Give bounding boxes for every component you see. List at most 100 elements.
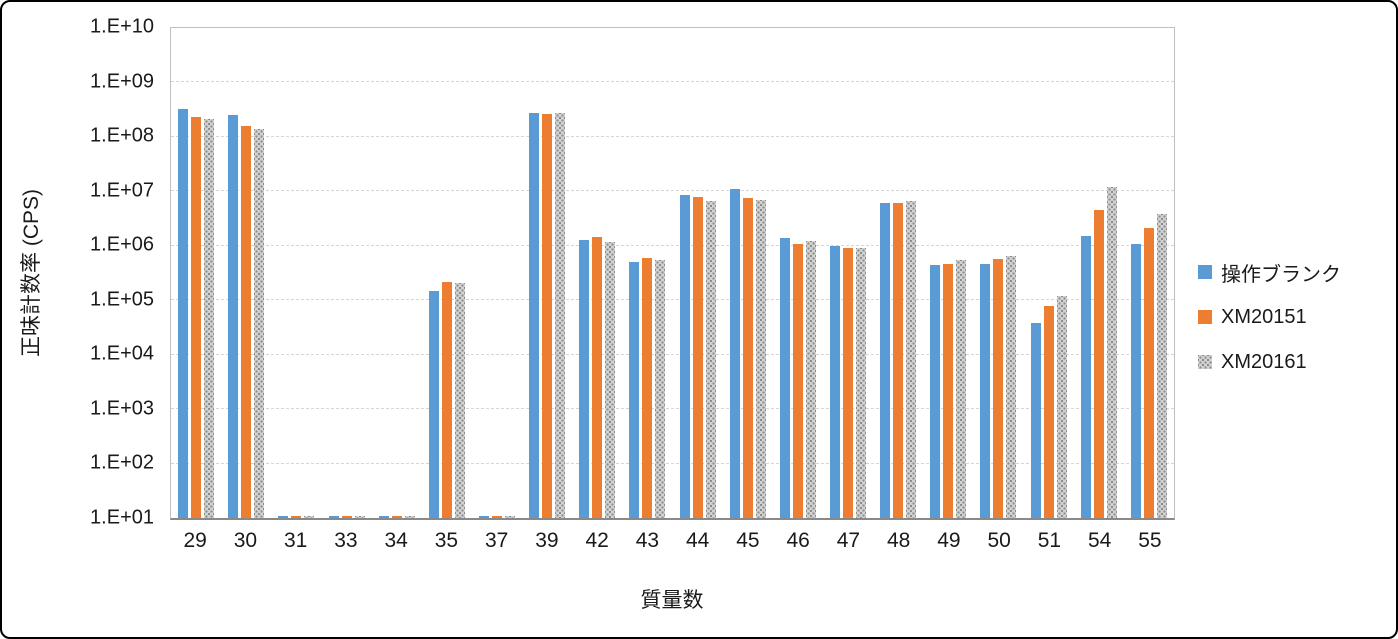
y-tick-label: 1.E+06 bbox=[90, 233, 154, 256]
bar-XM20161-44 bbox=[705, 201, 716, 518]
bar-XM20161-54 bbox=[1106, 187, 1117, 518]
bar-操作ブランク-47 bbox=[830, 245, 840, 518]
category-group-55 bbox=[1124, 28, 1174, 518]
bar-XM20161-35 bbox=[454, 282, 465, 518]
legend-swatch-icon bbox=[1198, 355, 1212, 369]
gridline bbox=[171, 190, 1174, 192]
bar-操作ブランク-42 bbox=[579, 239, 590, 518]
legend-label: 操作ブランク bbox=[1221, 263, 1341, 286]
bar-XM20151-55 bbox=[1143, 228, 1154, 518]
category-group-34 bbox=[372, 28, 422, 518]
category-group-50 bbox=[973, 28, 1023, 518]
x-tick-label-45: 45 bbox=[736, 529, 760, 552]
bar-XM20151-44 bbox=[692, 196, 703, 518]
bar-操作ブランク-31 bbox=[278, 515, 289, 518]
category-group-51 bbox=[1024, 28, 1074, 518]
gridline bbox=[171, 408, 1174, 410]
x-tick-label-37: 37 bbox=[484, 529, 509, 552]
gridline bbox=[171, 299, 1174, 301]
bar-操作ブランク-50 bbox=[980, 263, 991, 518]
gridline bbox=[171, 81, 1174, 83]
y-tick-label: 1.E+08 bbox=[90, 124, 154, 147]
bar-XM20161-29 bbox=[204, 119, 215, 518]
bar-XM20151-49 bbox=[943, 263, 954, 518]
legend-swatch-icon bbox=[1198, 265, 1212, 279]
bar-XM20151-29 bbox=[191, 117, 202, 518]
bar-操作ブランク-51 bbox=[1030, 323, 1041, 518]
x-tick-label-42: 42 bbox=[585, 529, 609, 552]
y-axis-tick-labels: 1.E+10 1.E+09 1.E+08 1.E+07 1.E+06 1.E+05 1.E+… bbox=[2, 16, 160, 529]
bar-XM20161-46 bbox=[805, 241, 816, 518]
category-group-30 bbox=[221, 28, 271, 518]
y-tick-label: 1.E+09 bbox=[90, 70, 154, 93]
bar-XM20161-43 bbox=[655, 260, 666, 518]
x-tick-label-55: 55 bbox=[1138, 529, 1162, 552]
legend: 操作ブランク XM20151 XM20161 bbox=[1198, 258, 1341, 393]
bar-操作ブランク-29 bbox=[178, 108, 189, 518]
bar-XM20151-43 bbox=[642, 257, 653, 518]
bar-XM20161-39 bbox=[555, 113, 566, 518]
bar-XM20151-31 bbox=[291, 515, 302, 518]
bar-XM20151-33 bbox=[341, 515, 352, 518]
category-group-35 bbox=[422, 28, 472, 518]
legend-item-XM20161: XM20161 bbox=[1198, 348, 1341, 376]
x-tick-label-54: 54 bbox=[1087, 529, 1112, 552]
bar-XM20161-30 bbox=[254, 128, 265, 518]
bar-XM20151-35 bbox=[441, 281, 452, 518]
y-tick-label: 1.E+10 bbox=[90, 15, 154, 38]
bar-操作ブランク-44 bbox=[679, 195, 690, 518]
x-tick-label-47: 47 bbox=[836, 529, 861, 552]
category-group-46 bbox=[773, 28, 823, 518]
plot-area bbox=[170, 27, 1175, 520]
x-axis-tick-labels: 29 30 31 33 34 35 37 39 42 43 44 45 46 47 48 49 50 51 54 55 bbox=[170, 529, 1175, 557]
category-group-44 bbox=[673, 28, 723, 518]
bar-XM20151-47 bbox=[843, 248, 853, 518]
bar-XM20151-45 bbox=[742, 197, 753, 518]
bar-XM20151-48 bbox=[893, 203, 904, 518]
bar-XM20161-50 bbox=[1006, 255, 1017, 518]
bar-XM20151-54 bbox=[1093, 210, 1104, 518]
x-tick-label-34: 34 bbox=[384, 529, 408, 552]
category-group-39 bbox=[522, 28, 572, 518]
bar-XM20151-30 bbox=[241, 125, 252, 518]
x-tick-label-33: 33 bbox=[334, 529, 358, 552]
category-group-29 bbox=[171, 28, 221, 518]
x-tick-label-49: 49 bbox=[937, 529, 961, 552]
bar-XM20151-42 bbox=[592, 237, 603, 518]
y-tick-label: 1.E+02 bbox=[90, 451, 154, 474]
bar-操作ブランク-49 bbox=[930, 264, 941, 518]
bar-操作ブランク-55 bbox=[1130, 243, 1141, 518]
category-group-47 bbox=[823, 28, 873, 518]
y-tick-label: 1.E+04 bbox=[90, 342, 154, 365]
category-group-45 bbox=[723, 28, 773, 518]
bar-XM20161-42 bbox=[605, 242, 616, 518]
gridline bbox=[171, 244, 1174, 246]
bar-XM20151-34 bbox=[391, 515, 402, 518]
bar-操作ブランク-48 bbox=[880, 203, 891, 518]
bar-XM20161-31 bbox=[304, 515, 315, 518]
y-tick-label: 1.E+01 bbox=[90, 506, 154, 529]
bar-XM20151-39 bbox=[542, 114, 553, 518]
bar-操作ブランク-43 bbox=[629, 261, 640, 518]
bar-操作ブランク-33 bbox=[328, 515, 339, 518]
bar-操作ブランク-30 bbox=[228, 115, 239, 518]
bar-XM20151-51 bbox=[1043, 305, 1054, 518]
x-tick-label-44: 44 bbox=[685, 529, 710, 552]
category-group-33 bbox=[321, 28, 371, 518]
bar-操作ブランク-54 bbox=[1080, 236, 1091, 518]
category-group-42 bbox=[572, 28, 622, 518]
legend-label: XM20161 bbox=[1221, 350, 1307, 373]
x-tick-label-46: 46 bbox=[786, 529, 810, 552]
bar-XM20161-45 bbox=[755, 200, 766, 518]
bar-XM20161-48 bbox=[906, 200, 917, 518]
category-group-31 bbox=[271, 28, 321, 518]
category-group-43 bbox=[622, 28, 672, 518]
bar-XM20161-47 bbox=[856, 247, 866, 518]
bar-操作ブランク-35 bbox=[428, 290, 439, 518]
gridline bbox=[171, 462, 1174, 464]
bar-XM20161-49 bbox=[956, 260, 967, 518]
y-tick-label: 1.E+03 bbox=[90, 397, 154, 420]
y-tick-label: 1.E+07 bbox=[90, 179, 154, 202]
bar-XM20161-37 bbox=[504, 515, 515, 518]
bar-XM20161-34 bbox=[404, 515, 415, 518]
